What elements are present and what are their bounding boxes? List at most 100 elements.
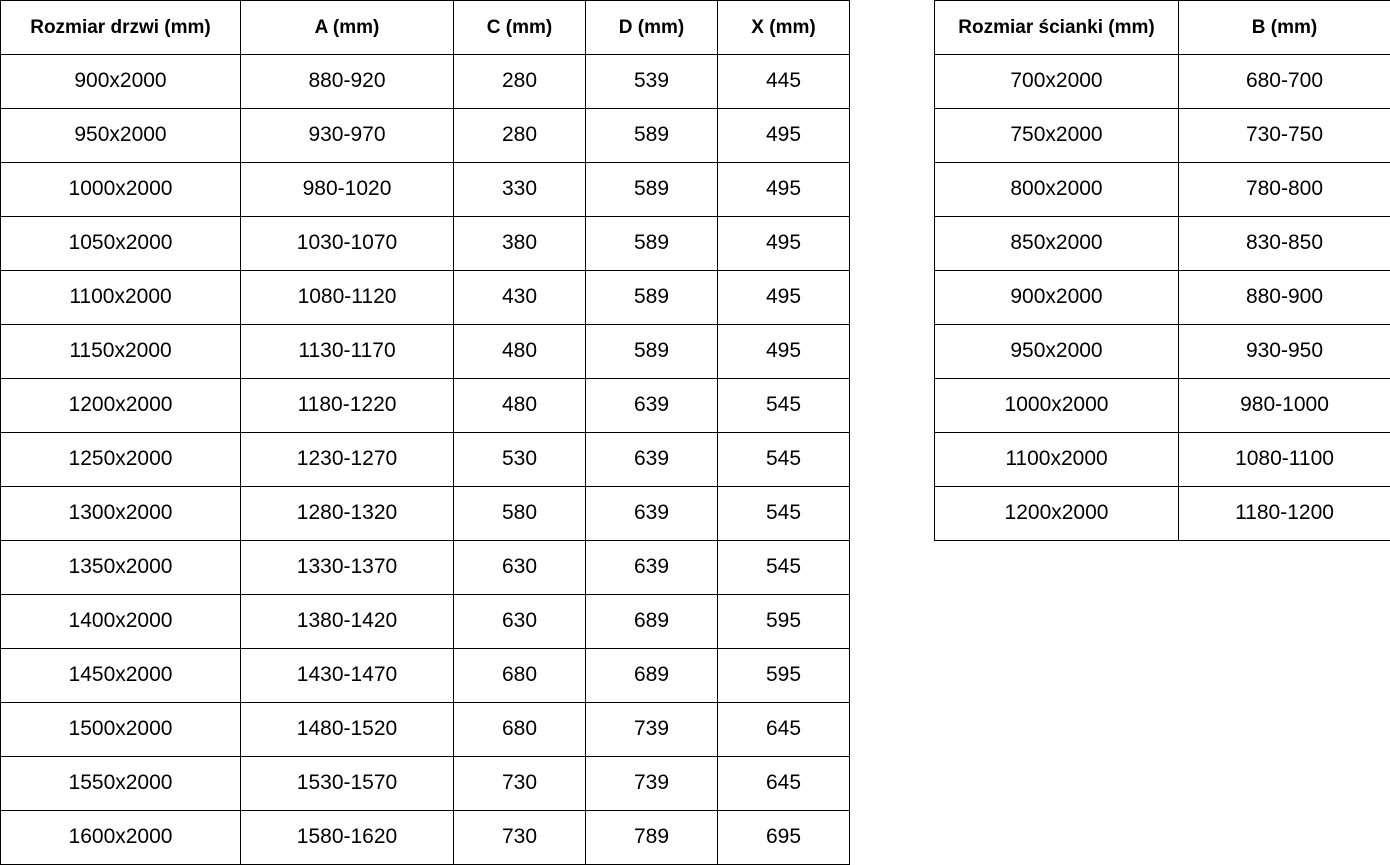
table-row: 1200x2000 1180-1200: [934, 486, 1390, 541]
doors-table-container: Rozmiar drzwi (mm) A (mm) C (mm) D (mm) …: [0, 0, 850, 865]
doors-cell-size: 1600x2000: [0, 810, 241, 865]
doors-cell-x: 645: [717, 756, 850, 811]
doors-cell-d: 589: [585, 324, 718, 379]
table-row: 950x2000 930-970 280 589 495: [0, 108, 850, 163]
walls-table-body: 700x2000 680-700 750x2000 730-750 800x20…: [934, 54, 1390, 541]
table-row: 1000x2000 980-1000: [934, 378, 1390, 433]
doors-cell-a: 1530-1570: [240, 756, 454, 811]
walls-cell-size: 800x2000: [934, 162, 1179, 217]
doors-specification-table: Rozmiar drzwi (mm) A (mm) C (mm) D (mm) …: [0, 0, 850, 865]
walls-cell-size: 750x2000: [934, 108, 1179, 163]
doors-cell-x: 495: [717, 216, 850, 271]
doors-cell-size: 1400x2000: [0, 594, 241, 649]
doors-cell-size: 1000x2000: [0, 162, 241, 217]
doors-cell-c: 280: [453, 108, 586, 163]
doors-cell-c: 730: [453, 756, 586, 811]
table-row: 1300x2000 1280-1320 580 639 545: [0, 486, 850, 541]
table-row: 1550x2000 1530-1570 730 739 645: [0, 756, 850, 811]
doors-cell-d: 589: [585, 216, 718, 271]
doors-cell-x: 595: [717, 648, 850, 703]
doors-header-cell-d: D (mm): [585, 0, 718, 55]
doors-cell-c: 580: [453, 486, 586, 541]
table-row: 800x2000 780-800: [934, 162, 1390, 217]
doors-cell-x: 645: [717, 702, 850, 757]
table-row: 750x2000 730-750: [934, 108, 1390, 163]
doors-table-body: 900x2000 880-920 280 539 445 950x2000 93…: [0, 54, 850, 865]
table-row: 1600x2000 1580-1620 730 789 695: [0, 810, 850, 865]
doors-cell-d: 639: [585, 540, 718, 595]
doors-cell-c: 430: [453, 270, 586, 325]
doors-cell-x: 495: [717, 270, 850, 325]
doors-cell-d: 789: [585, 810, 718, 865]
table-row: 1100x2000 1080-1100: [934, 432, 1390, 487]
doors-cell-c: 480: [453, 378, 586, 433]
table-row: 1100x2000 1080-1120 430 589 495: [0, 270, 850, 325]
doors-cell-size: 1150x2000: [0, 324, 241, 379]
walls-cell-size: 700x2000: [934, 54, 1179, 109]
doors-cell-a: 1130-1170: [240, 324, 454, 379]
walls-cell-size: 900x2000: [934, 270, 1179, 325]
table-row: 1350x2000 1330-1370 630 639 545: [0, 540, 850, 595]
doors-cell-a: 1180-1220: [240, 378, 454, 433]
doors-cell-x: 445: [717, 54, 850, 109]
doors-cell-d: 689: [585, 594, 718, 649]
doors-cell-c: 280: [453, 54, 586, 109]
walls-cell-b: 880-900: [1178, 270, 1390, 325]
doors-table-head: Rozmiar drzwi (mm) A (mm) C (mm) D (mm) …: [0, 0, 850, 55]
table-row: 1200x2000 1180-1220 480 639 545: [0, 378, 850, 433]
doors-cell-a: 930-970: [240, 108, 454, 163]
doors-cell-a: 1380-1420: [240, 594, 454, 649]
table-row: 900x2000 880-900: [934, 270, 1390, 325]
table-row: 1400x2000 1380-1420 630 689 595: [0, 594, 850, 649]
table-row: 950x2000 930-950: [934, 324, 1390, 379]
doors-cell-a: 880-920: [240, 54, 454, 109]
doors-cell-d: 739: [585, 756, 718, 811]
doors-cell-a: 1330-1370: [240, 540, 454, 595]
table-row: 900x2000 880-920 280 539 445: [0, 54, 850, 109]
doors-cell-a: 980-1020: [240, 162, 454, 217]
doors-header-cell-size: Rozmiar drzwi (mm): [0, 0, 241, 55]
doors-cell-a: 1280-1320: [240, 486, 454, 541]
table-row: 700x2000 680-700: [934, 54, 1390, 109]
doors-cell-x: 545: [717, 540, 850, 595]
table-row: 1500x2000 1480-1520 680 739 645: [0, 702, 850, 757]
doors-cell-size: 1350x2000: [0, 540, 241, 595]
doors-cell-d: 589: [585, 270, 718, 325]
doors-cell-size: 1300x2000: [0, 486, 241, 541]
doors-header-cell-c: C (mm): [453, 0, 586, 55]
table-row: 1050x2000 1030-1070 380 589 495: [0, 216, 850, 271]
walls-cell-b: 930-950: [1178, 324, 1390, 379]
doors-cell-size: 1250x2000: [0, 432, 241, 487]
doors-header-row: Rozmiar drzwi (mm) A (mm) C (mm) D (mm) …: [0, 0, 850, 55]
doors-cell-d: 639: [585, 432, 718, 487]
doors-cell-d: 589: [585, 162, 718, 217]
walls-cell-size: 1100x2000: [934, 432, 1179, 487]
doors-cell-x: 495: [717, 108, 850, 163]
table-row: 1150x2000 1130-1170 480 589 495: [0, 324, 850, 379]
doors-cell-c: 380: [453, 216, 586, 271]
doors-cell-d: 639: [585, 378, 718, 433]
walls-specification-table: Rozmiar ścianki (mm) B (mm) 700x2000 680…: [934, 0, 1390, 541]
doors-cell-d: 739: [585, 702, 718, 757]
doors-cell-x: 695: [717, 810, 850, 865]
walls-cell-b: 680-700: [1178, 54, 1390, 109]
walls-cell-b: 1080-1100: [1178, 432, 1390, 487]
doors-cell-c: 680: [453, 702, 586, 757]
walls-table-container: Rozmiar ścianki (mm) B (mm) 700x2000 680…: [934, 0, 1390, 541]
doors-cell-size: 1200x2000: [0, 378, 241, 433]
doors-cell-size: 950x2000: [0, 108, 241, 163]
doors-cell-c: 480: [453, 324, 586, 379]
walls-table-head: Rozmiar ścianki (mm) B (mm): [934, 0, 1390, 55]
doors-cell-d: 589: [585, 108, 718, 163]
walls-cell-b: 830-850: [1178, 216, 1390, 271]
doors-cell-c: 630: [453, 594, 586, 649]
doors-cell-c: 680: [453, 648, 586, 703]
doors-cell-x: 545: [717, 486, 850, 541]
walls-cell-b: 1180-1200: [1178, 486, 1390, 541]
walls-cell-size: 1200x2000: [934, 486, 1179, 541]
doors-cell-x: 495: [717, 324, 850, 379]
doors-cell-x: 595: [717, 594, 850, 649]
doors-cell-x: 545: [717, 378, 850, 433]
doors-cell-size: 1450x2000: [0, 648, 241, 703]
